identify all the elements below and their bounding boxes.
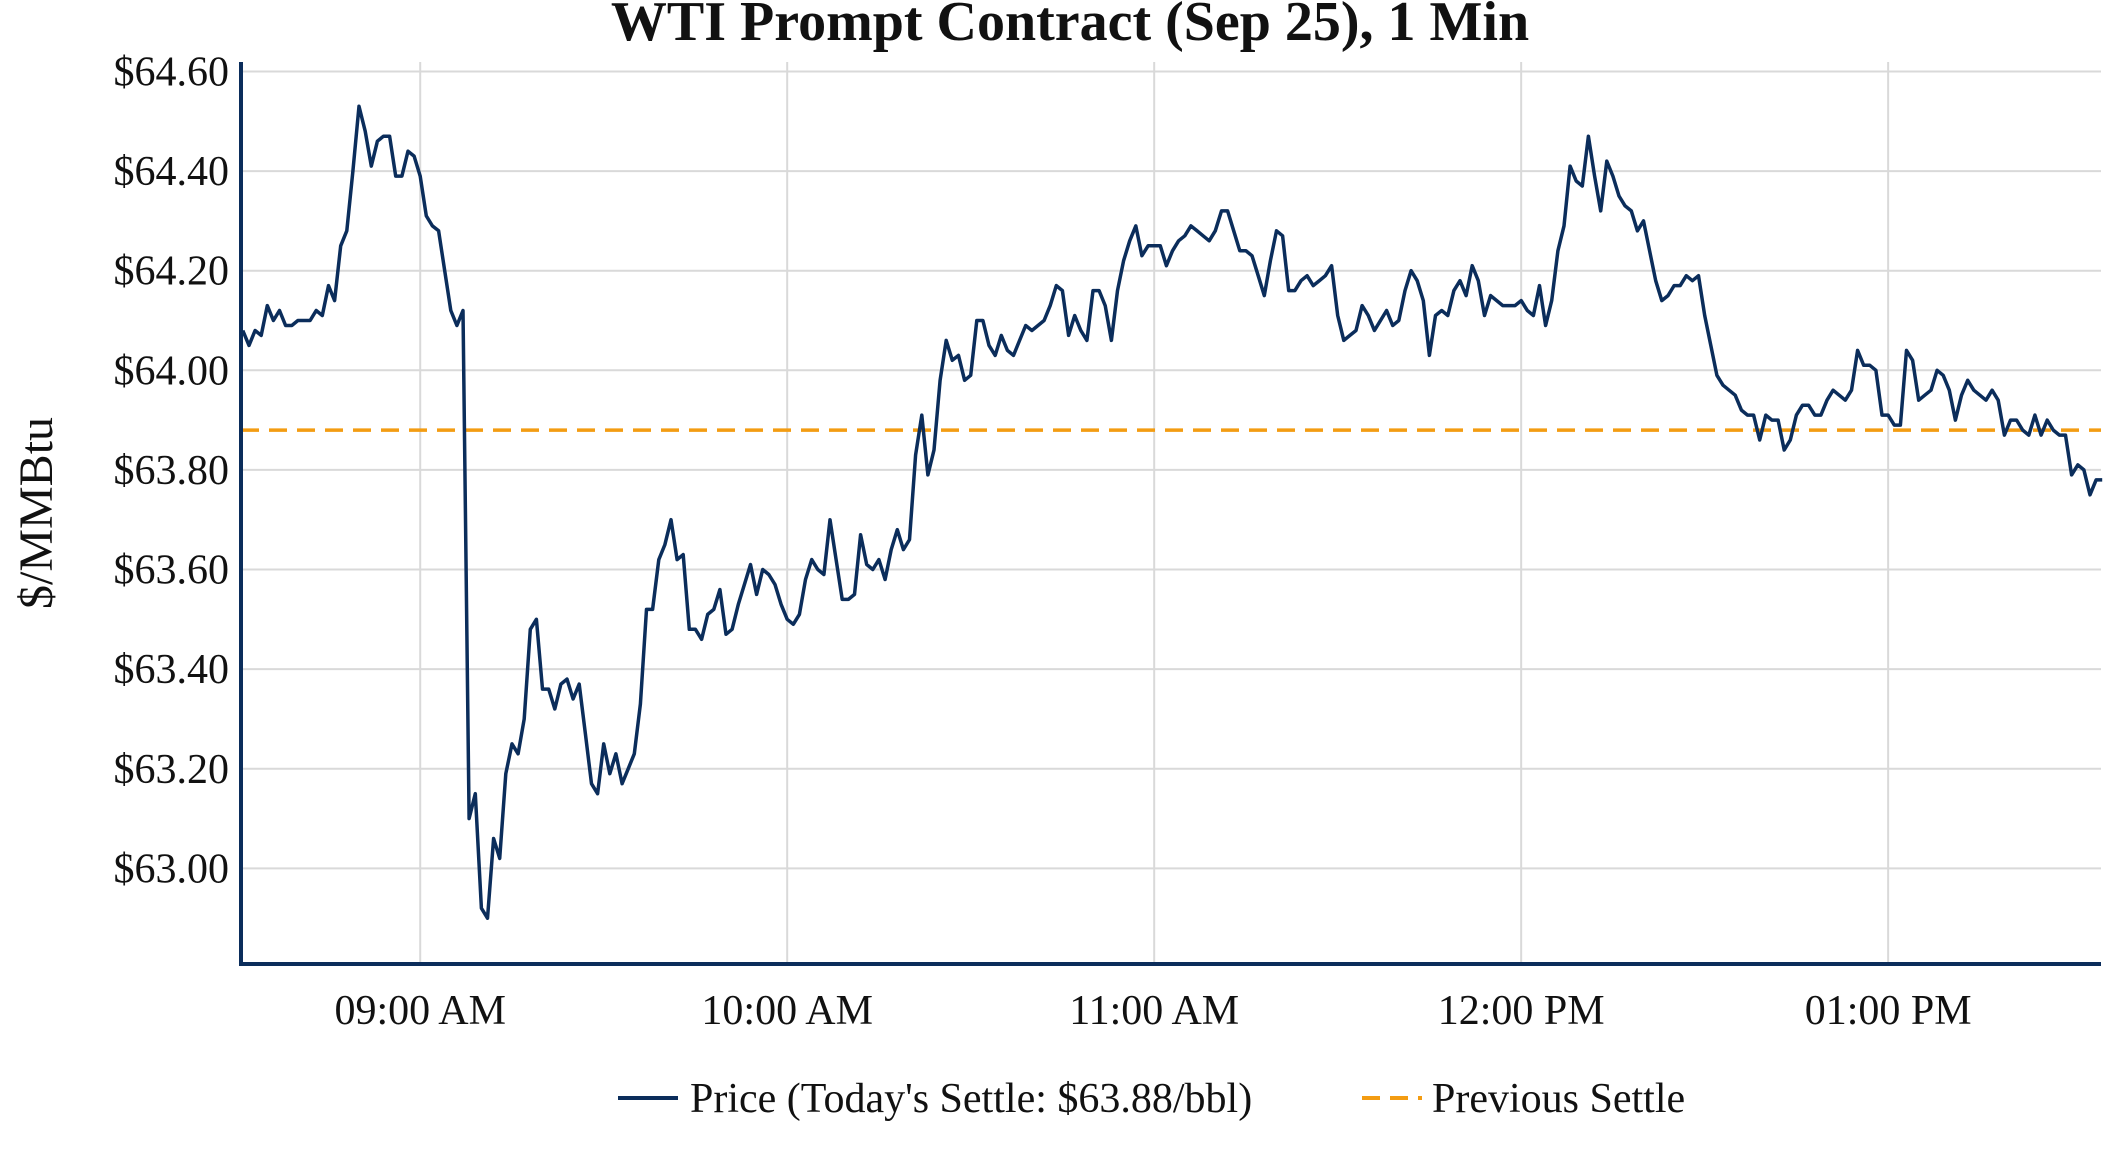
y-tick-label: $63.80 xyxy=(114,448,230,494)
x-tick-label: 10:00 AM xyxy=(701,988,873,1034)
y-tick-label: $63.20 xyxy=(114,747,230,793)
x-tick-label: 09:00 AM xyxy=(334,988,506,1034)
x-tick-label: 11:00 AM xyxy=(1069,988,1239,1034)
y-tick-label: $64.20 xyxy=(114,249,230,295)
x-tick-label: 12:00 PM xyxy=(1438,988,1605,1034)
y-axis-label: $/MMBtu xyxy=(10,417,63,609)
x-axis-ticks: 09:00 AM 10:00 AM 11:00 AM 12:00 PM 01:00 PM xyxy=(334,988,1971,1034)
y-tick-label: $63.00 xyxy=(114,846,230,892)
y-axis-ticks: $63.00 $63.20 $63.40 $63.60 $63.80 $64.00 $64.… xyxy=(114,49,230,892)
price-series-line xyxy=(241,104,2103,920)
y-tick-label: $63.40 xyxy=(114,647,230,693)
legend-previous-settle-label: Previous Settle xyxy=(1432,1076,1685,1122)
y-tick-label: $64.40 xyxy=(114,149,230,195)
y-tick-label: $63.60 xyxy=(114,548,230,594)
y-tick-label: $64.60 xyxy=(114,49,230,95)
y-tick-label: $64.00 xyxy=(114,348,230,394)
legend: Price (Today's Settle: $63.88/bbl) Previ… xyxy=(618,1076,1685,1122)
chart-title: WTI Prompt Contract (Sep 25), 1 Min xyxy=(611,0,1529,53)
x-tick-label: 01:00 PM xyxy=(1805,988,1972,1034)
legend-price-label: Price (Today's Settle: $63.88/bbl) xyxy=(690,1076,1252,1122)
gridlines xyxy=(241,62,2101,964)
